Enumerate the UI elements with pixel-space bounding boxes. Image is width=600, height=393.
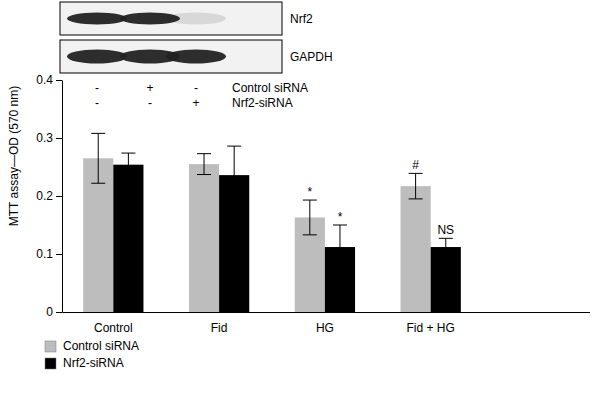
condition-mark: + [146, 81, 153, 95]
y-tick-label: 0.1 [36, 247, 53, 261]
bar [189, 164, 219, 312]
error-cap [227, 204, 241, 205]
condition-mark: - [95, 96, 99, 110]
x-tick: Fid [211, 312, 228, 335]
y-axis-line [62, 81, 63, 313]
error-cap [91, 133, 105, 134]
bar [401, 186, 431, 312]
blot-band [67, 13, 127, 25]
blot-box [60, 2, 282, 35]
blot-box [60, 40, 282, 73]
blot-band [166, 50, 226, 64]
error-cap [439, 255, 453, 256]
chart: * # * NS 0 0.1 0.2 0.3 0.4 Control Fid HG Fid + HG MT… [0, 0, 600, 393]
condition-mark: + [192, 96, 199, 110]
x-tick-label: Control [94, 321, 133, 335]
significance-label: NS [437, 223, 454, 237]
legend-label: Control siRNA [63, 339, 139, 353]
x-tick-label: Fid [211, 321, 228, 335]
error-bar [439, 238, 453, 255]
legend: Control siRNA Nrf2-siRNA [45, 339, 139, 370]
y-tick: 0.2 [36, 189, 62, 203]
y-tick: 0.3 [36, 131, 62, 145]
x-tick: Fid + HG [407, 312, 455, 335]
legend-swatch [45, 341, 56, 352]
condition-label: Nrf2-siRNA [232, 96, 293, 110]
significance-label: # [412, 158, 419, 172]
blot-label: GAPDH [290, 50, 333, 64]
y-axis-title: MTT assay—OD (570 nm) [7, 86, 21, 226]
error-line [309, 200, 310, 235]
error-bar [333, 225, 347, 269]
error-bar [197, 154, 211, 175]
error-cap [121, 176, 135, 177]
y-tick-line [56, 80, 62, 81]
error-cap [333, 225, 347, 226]
error-cap [333, 269, 347, 270]
error-bar [409, 173, 423, 199]
x-axis-extension [482, 312, 590, 313]
error-bar [303, 200, 317, 235]
condition-label: Control siRNA [232, 81, 308, 95]
error-line [204, 154, 205, 175]
error-line [128, 153, 129, 176]
y-tick-label: 0.3 [36, 131, 53, 145]
legend-swatch [45, 358, 56, 369]
y-tick-label: 0.2 [36, 189, 53, 203]
blot-band [166, 13, 226, 25]
significance-labels: * # * NS [307, 158, 454, 237]
y-tick: 0.1 [36, 247, 62, 261]
y-tick-label: 0.4 [36, 73, 53, 87]
x-axis-line [63, 312, 483, 313]
y-tick: 0.4 [36, 73, 62, 87]
y-axis: 0 0.1 0.2 0.3 0.4 [36, 73, 62, 319]
error-cap [303, 200, 317, 201]
error-line [98, 133, 99, 183]
condition-mark: - [194, 81, 198, 95]
error-cap [303, 234, 317, 235]
bar [113, 165, 143, 312]
error-cap [409, 173, 423, 174]
error-cap [227, 146, 241, 147]
error-cap [91, 183, 105, 184]
x-tick: Control [94, 312, 133, 335]
error-line [339, 225, 340, 269]
y-tick: 0 [46, 305, 62, 319]
error-cap [197, 153, 211, 154]
x-tick-label: HG [316, 321, 334, 335]
error-bar [227, 146, 241, 204]
blot-label: Nrf2 [290, 12, 313, 26]
significance-label: * [338, 210, 343, 224]
legend-label: Nrf2-siRNA [63, 356, 124, 370]
y-tick-line [56, 312, 62, 313]
error-cap [439, 238, 453, 239]
error-line [234, 146, 235, 204]
error-line [415, 173, 416, 199]
x-axis: Control Fid HG Fid + HG [63, 312, 483, 335]
error-line [445, 238, 446, 255]
x-tick-label: Fid + HG [407, 321, 455, 335]
blot-inset: Nrf2GAPDH-+-Control siRNA--+Nrf2-siRNA [60, 2, 333, 110]
y-tick-line [56, 196, 62, 197]
x-tick: HG [316, 312, 334, 335]
significance-label: * [307, 185, 312, 199]
condition-mark: - [95, 81, 99, 95]
condition-mark: - [148, 96, 152, 110]
error-bar [121, 153, 135, 176]
error-cap [197, 174, 211, 175]
error-cap [409, 198, 423, 199]
blot-band [67, 50, 127, 64]
y-tick-label: 0 [46, 305, 53, 319]
bars [83, 133, 461, 312]
y-tick-line [56, 138, 62, 139]
error-bar [91, 133, 105, 183]
error-cap [121, 153, 135, 154]
bar [431, 247, 461, 312]
y-tick-line [56, 254, 62, 255]
